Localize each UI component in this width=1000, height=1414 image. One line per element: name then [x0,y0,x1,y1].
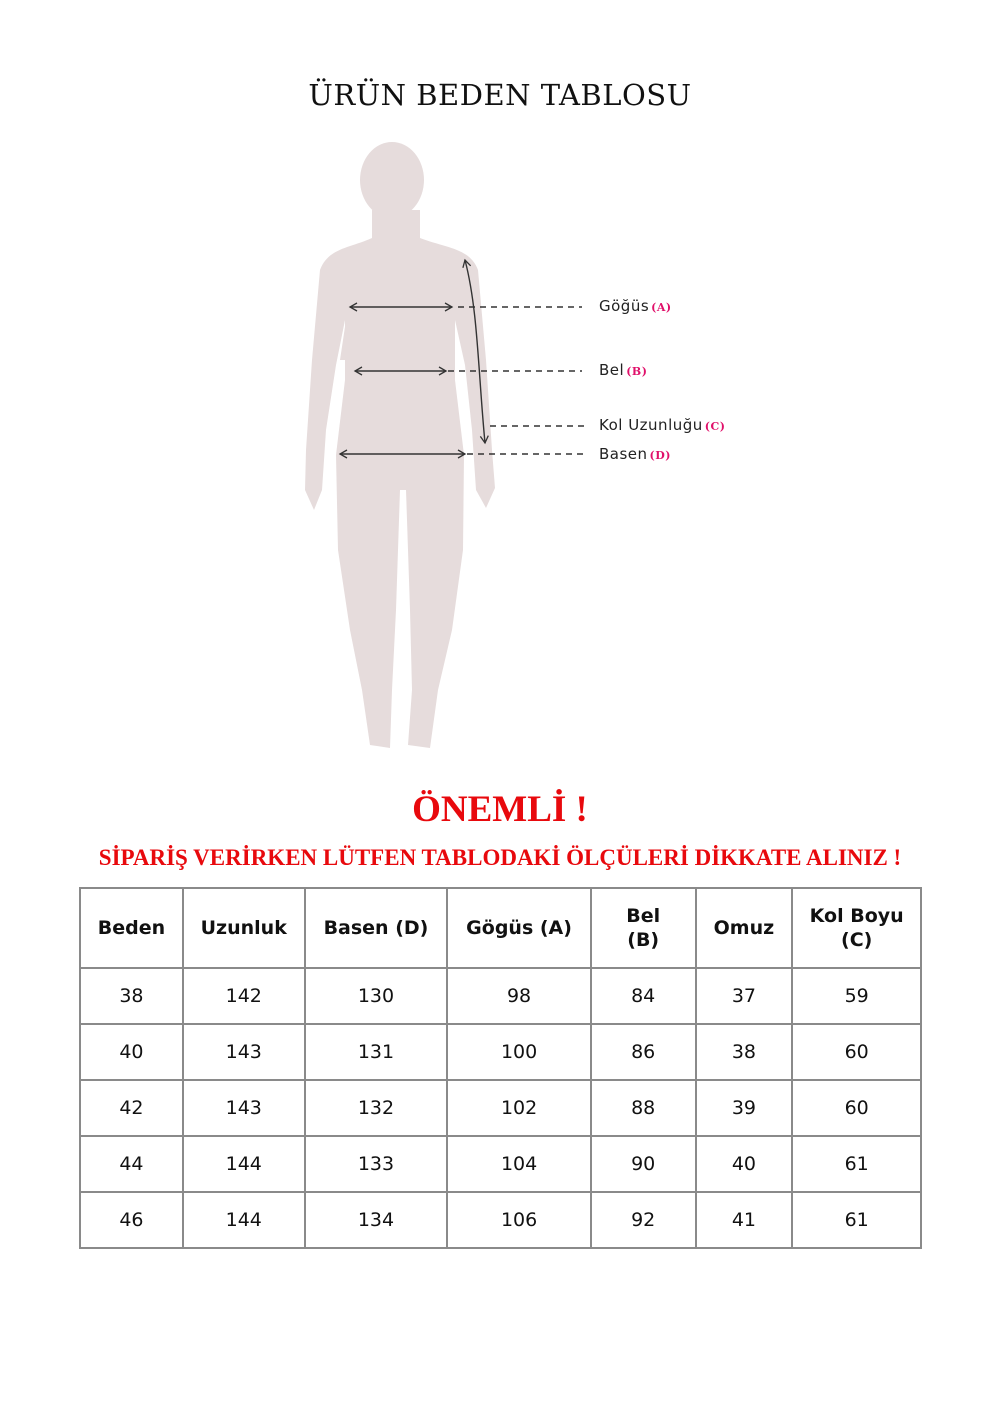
label-kol-uzunlugu: Kol Uzunluğu (C) [599,416,725,434]
table-cell: 143 [181,1023,306,1081]
table-cell: 41 [694,1191,794,1249]
important-heading: ÖNEMLİ ! [412,789,588,830]
column-header: Kol Boyu (C) [791,887,922,969]
table-cell: 42 [79,1079,184,1137]
table-cell: 60 [791,1079,922,1137]
table-cell: 59 [791,967,922,1025]
label-text: Basen [599,445,648,463]
table-cell: 40 [694,1135,794,1193]
table-cell: 142 [181,967,306,1025]
table-cell: 102 [446,1079,592,1137]
body-measurement-figure [305,142,585,748]
table-cell: 106 [446,1191,592,1249]
table-cell: 40 [79,1023,184,1081]
column-header: Uzunluk [181,887,306,969]
label-key: (B) [626,365,648,378]
table-cell: 84 [589,967,697,1025]
column-header-text: Uzunluk [200,917,287,939]
measurement-lines [338,258,585,459]
table-cell: 37 [694,967,794,1025]
table-cell: 134 [303,1191,449,1249]
column-header-text: Omuz [713,917,775,939]
column-header: Beden [79,887,184,969]
column-header-text: Gögüs (A) [466,917,572,939]
table-cell: 44 [79,1135,184,1193]
column-header-text: Basen (D) [323,917,429,939]
table-cell: 144 [181,1135,306,1193]
table-cell: 144 [181,1191,306,1249]
table-row: 44 144 133 104 90 40 61 [79,1135,922,1193]
table-cell: 46 [79,1191,184,1249]
table-cell: 130 [303,967,449,1025]
table-row: 38 142 130 98 84 37 59 [79,967,922,1025]
table-cell: 88 [589,1079,697,1137]
column-header-text: Kol Boyu [809,905,904,927]
table-cell: 104 [446,1135,592,1193]
label-basen: Basen (D) [599,445,671,463]
table-cell: 100 [446,1023,592,1081]
column-header: Omuz [694,887,794,969]
warning-message: SİPARİŞ VERİRKEN LÜTFEN TABLODAKİ ÖLÇÜLE… [98,845,902,870]
column-header-text: Bel [626,905,661,927]
table-cell: 92 [589,1191,697,1249]
table-row: 46 144 134 106 92 41 61 [79,1191,922,1249]
woman-silhouette [305,142,495,748]
column-header: Gögüs (A) [446,887,592,969]
label-text: Kol Uzunluğu [599,416,703,434]
table-cell: 131 [303,1023,449,1081]
table-cell: 132 [303,1079,449,1137]
label-text: Bel [599,361,625,379]
column-header-text: (B) [627,929,660,951]
column-header-text: Beden [97,917,166,939]
table-cell: 143 [181,1079,306,1137]
table-cell: 86 [589,1023,697,1081]
table-cell: 61 [791,1191,922,1249]
label-key: (D) [649,449,671,462]
table-cell: 90 [589,1135,697,1193]
label-key: (C) [704,420,726,433]
label-gogus: Göğüs (A) [599,297,672,315]
column-header-text: (C) [841,929,873,951]
column-header: Bel (B) [589,887,697,969]
table-cell: 38 [79,967,184,1025]
table-row: 40 143 131 100 86 38 60 [79,1023,922,1081]
table-cell: 133 [303,1135,449,1193]
column-header: Basen (D) [303,887,449,969]
table-cell: 39 [694,1079,794,1137]
table-row: 42 143 132 102 88 39 60 [79,1079,922,1137]
label-bel: Bel (B) [599,361,647,379]
size-table: Beden Uzunluk Basen (D) Gögüs (A) Bel (B) Omuz… [79,887,922,1249]
label-text: Göğüs [599,297,650,315]
page-title: ÜRÜN BEDEN TABLOSU [308,78,692,112]
table-cell: 60 [791,1023,922,1081]
table-header-row: Beden Uzunluk Basen (D) Gögüs (A) Bel (B) Omuz… [79,887,922,969]
table-cell: 61 [791,1135,922,1193]
table-cell: 38 [694,1023,794,1081]
table-cell: 98 [446,967,592,1025]
label-key: (A) [651,301,672,314]
